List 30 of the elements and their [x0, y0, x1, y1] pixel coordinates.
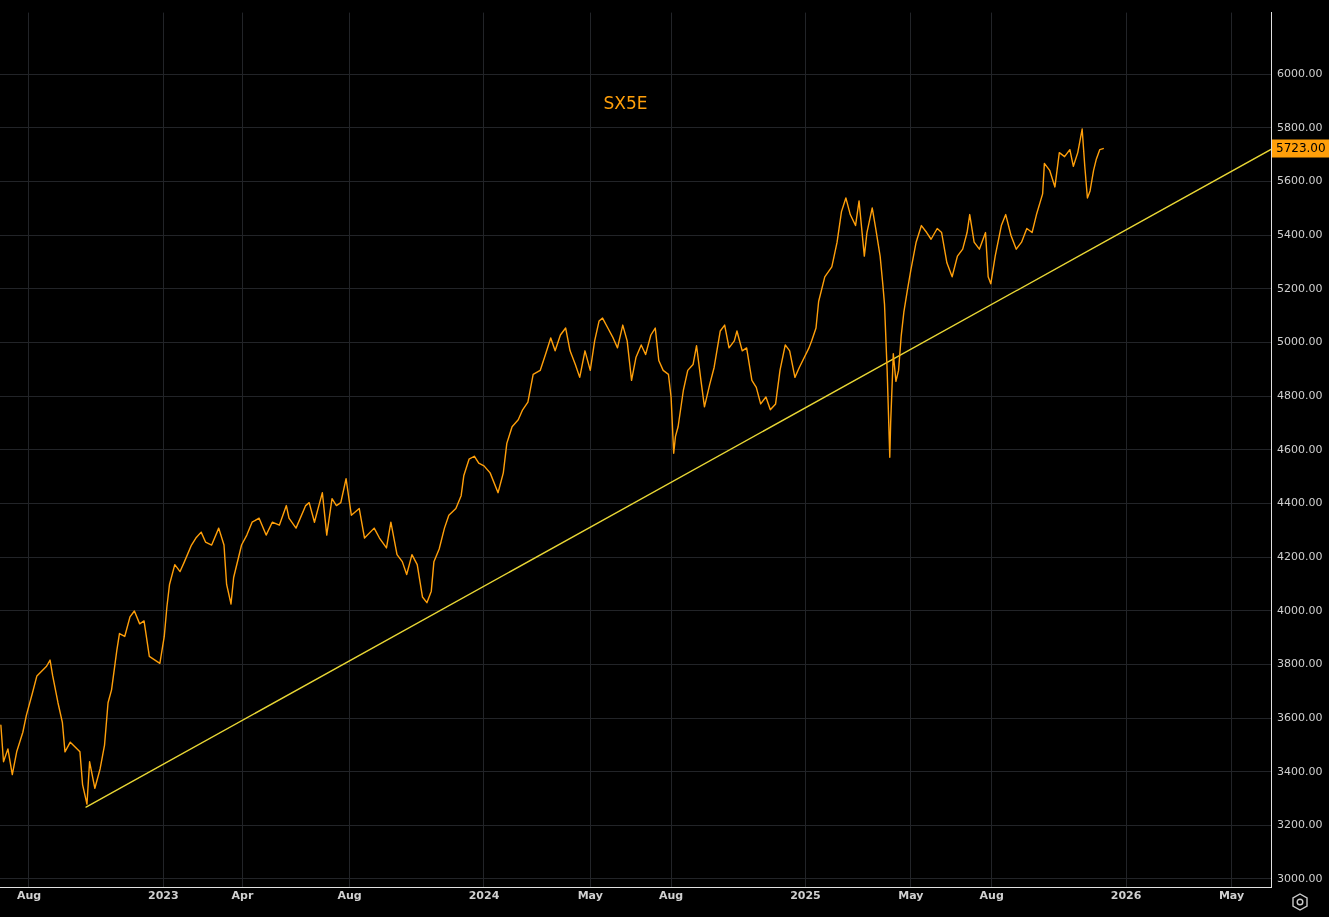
- x-tick-label: 2026: [1110, 889, 1142, 903]
- y-tick-label: 5800.00: [1277, 120, 1323, 134]
- y-tick-label: 6000.00: [1277, 67, 1323, 81]
- text: SX5E: [603, 93, 648, 114]
- x-tick-label: 2023: [148, 889, 179, 903]
- y-tick-label: 5400.00: [1277, 228, 1323, 242]
- y-tick-label: 4200.00: [1277, 549, 1323, 563]
- y-tick-label: 4600.00: [1277, 442, 1323, 456]
- x-tick-label: Apr: [231, 889, 254, 903]
- y-tick-label: 3400.00: [1277, 764, 1323, 778]
- y-tick-label: 4400.00: [1277, 496, 1323, 510]
- y-tick-label: 3200.00: [1277, 818, 1323, 832]
- y-tick-label: 5200.00: [1277, 281, 1323, 295]
- x-tick-label: Aug: [16, 889, 42, 903]
- x-tick-label: May: [898, 889, 924, 903]
- text: 5723.00: [1276, 140, 1326, 155]
- x-tick-label: Aug: [979, 889, 1004, 903]
- x-tick-label: 2024: [468, 889, 500, 903]
- x-tick-label: May: [577, 889, 603, 903]
- y-tick-label: 4800.00: [1277, 389, 1323, 403]
- y-tick-label: 3800.00: [1277, 657, 1323, 671]
- y-tick-label: 3000.00: [1277, 871, 1323, 885]
- y-tick-label: 5000.00: [1277, 335, 1323, 349]
- y-tick-label: 4000.00: [1277, 603, 1323, 617]
- x-tick-label: 2025: [790, 889, 821, 903]
- y-tick-label: 3600.00: [1277, 710, 1323, 724]
- x-tick-label: May: [1218, 889, 1245, 903]
- x-tick-label: Aug: [658, 889, 684, 903]
- x-tick-label: Aug: [337, 889, 362, 903]
- y-tick-label: 5600.00: [1277, 174, 1323, 188]
